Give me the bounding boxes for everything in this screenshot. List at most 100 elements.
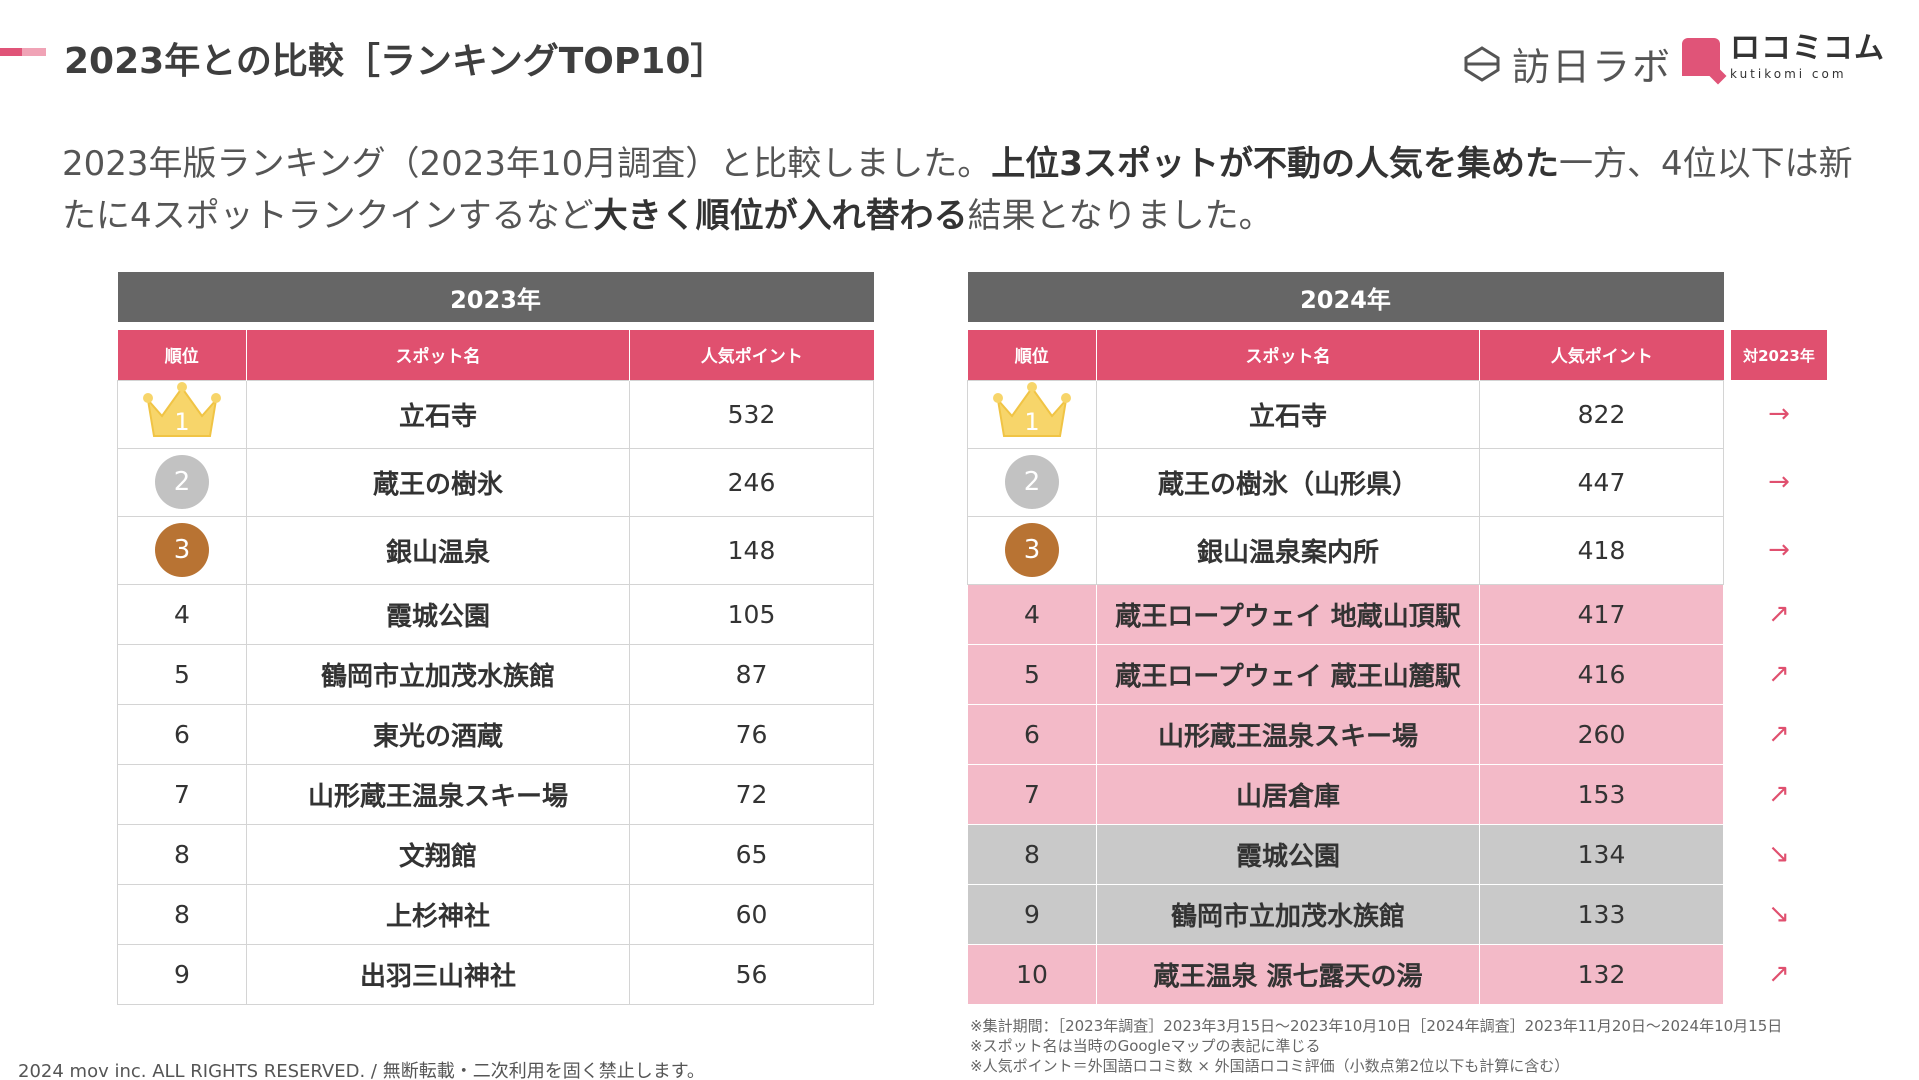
spot-name-cell: 山形蔵王温泉スキー場 xyxy=(1096,703,1480,765)
ranking-table-2024: 2024年 順位 スポット名 人気ポイント 1 立石寺 822 2 蔵王の樹氷（山形県）… xyxy=(967,272,1724,1005)
table-row: 4 蔵王ロープウェイ 地蔵山頂駅 417 xyxy=(967,583,1724,645)
table-year-header: 2023年 xyxy=(117,272,874,322)
rank-cell: 7 xyxy=(967,763,1097,825)
spot-name-cell: 上杉神社 xyxy=(246,883,630,945)
trend-down-arrow-icon: ↘ xyxy=(1768,839,1790,869)
spot-name-cell: 霞城公園 xyxy=(246,583,630,645)
trend-up-arrow-icon: ↗ xyxy=(1768,779,1790,809)
column-header-rank: 順位 xyxy=(967,330,1097,380)
spot-name-cell: 山居倉庫 xyxy=(1096,763,1480,825)
table-row: 9 鶴岡市立加茂水族館 133 xyxy=(967,883,1724,945)
rank-number: 1 xyxy=(1024,408,1040,436)
table-row: 8 上杉神社 60 xyxy=(117,883,874,945)
trend-flat-arrow-icon: → xyxy=(1768,535,1790,565)
rank-cell: 6 xyxy=(967,703,1097,765)
change-vs-2023-column: 対2023年 → → → ↗ ↗ ↗ ↗ ↘ ↘ ↗ xyxy=(1731,330,1827,1004)
footnote: ※人気ポイント＝外国語ロコミ数 × 外国語ロコミ評価（小数点第2位以下も計算に含… xyxy=(970,1057,1570,1075)
houjin-lab-logo-text: 訪日ラボ xyxy=(1512,45,1673,89)
spot-name-cell: 蔵王ロープウェイ 蔵王山麓駅 xyxy=(1096,643,1480,705)
table-row: 4 霞城公園 105 xyxy=(117,583,874,645)
bronze-medal-icon: 3 xyxy=(155,523,209,577)
column-header-rank: 順位 xyxy=(117,330,247,380)
points-cell: 260 xyxy=(1479,703,1724,765)
ranking-table-2023: 2023年 順位 スポット名 人気ポイント 1 立石寺 532 2 蔵王の樹氷 246 3 銀… xyxy=(117,272,874,1005)
column-header-spot: スポット名 xyxy=(246,330,630,380)
table-row: 3 銀山温泉案内所 418 xyxy=(967,515,1724,585)
spot-name-cell: 銀山温泉 xyxy=(246,515,630,585)
rank-cell: 3 xyxy=(967,515,1097,585)
trend-up-arrow-icon: ↗ xyxy=(1768,659,1790,689)
rank-cell: 4 xyxy=(967,583,1097,645)
footnotes: ※集計期間：［2023年調査］2023年3月15日〜2023年10月10日［20… xyxy=(970,1016,1782,1076)
footnote: ※集計期間：［2023年調査］2023年3月15日〜2023年10月10日［20… xyxy=(970,1017,1783,1035)
silver-medal-icon: 2 xyxy=(155,455,209,509)
rank-cell: 1 xyxy=(967,379,1097,449)
rank-number: 1 xyxy=(174,408,190,436)
spot-name-cell: 山形蔵王温泉スキー場 xyxy=(246,763,630,825)
table-row: 1 立石寺 532 xyxy=(117,379,874,449)
spot-name-cell: 文翔館 xyxy=(246,823,630,885)
gold-crown-icon: 1 xyxy=(142,382,222,440)
rank-cell: 4 xyxy=(117,583,247,645)
intro-paragraph: 2023年版ランキング（2023年10月調査）と比較しました。上位3スポットが不… xyxy=(62,144,1853,236)
kuchikomi-logo-subtext: kutikomi com xyxy=(1730,67,1847,81)
points-cell: 246 xyxy=(629,447,874,517)
speech-bubble-icon xyxy=(1682,38,1720,76)
column-header-points: 人気ポイント xyxy=(1479,330,1724,380)
column-header-spot: スポット名 xyxy=(1096,330,1480,380)
points-cell: 447 xyxy=(1479,447,1724,517)
copyright-text: 2024 mov inc. ALL RIGHTS RESERVED. / 無断転… xyxy=(18,1061,705,1080)
table-year-header: 2024年 xyxy=(967,272,1724,322)
change-column-header: 対2023年 xyxy=(1731,330,1827,380)
table-row: 3 銀山温泉 148 xyxy=(117,515,874,585)
trend-down-arrow-icon: ↘ xyxy=(1768,899,1790,929)
page-title: 2023年との比較［ランキングTOP10］ xyxy=(64,41,727,82)
points-cell: 56 xyxy=(629,943,874,1005)
table-row: 5 蔵王ロープウェイ 蔵王山麓駅 416 xyxy=(967,643,1724,705)
points-cell: 65 xyxy=(629,823,874,885)
kuchikomi-logo: ロコミコム kutikomi com xyxy=(1682,34,1885,80)
spot-name-cell: 蔵王の樹氷 xyxy=(246,447,630,517)
intro-emphasis-1: 上位3スポットが不動の人気を集めた xyxy=(991,144,1559,184)
rank-cell: 10 xyxy=(967,943,1097,1005)
spot-name-cell: 蔵王ロープウェイ 地蔵山頂駅 xyxy=(1096,583,1480,645)
points-cell: 72 xyxy=(629,763,874,825)
rank-cell: 2 xyxy=(967,447,1097,517)
points-cell: 132 xyxy=(1479,943,1724,1005)
table-row: 2 蔵王の樹氷 246 xyxy=(117,447,874,517)
houjin-lab-logo-icon xyxy=(1464,45,1500,82)
table-row: 10 蔵王温泉 源七露天の湯 132 xyxy=(967,943,1724,1005)
rank-number: 2 xyxy=(173,467,191,497)
points-cell: 133 xyxy=(1479,883,1724,945)
silver-medal-icon: 2 xyxy=(1005,455,1059,509)
table-row: 1 立石寺 822 xyxy=(967,379,1724,449)
spot-name-cell: 出羽三山神社 xyxy=(246,943,630,1005)
rank-cell: 5 xyxy=(117,643,247,705)
spot-name-cell: 銀山温泉案内所 xyxy=(1096,515,1480,585)
bronze-medal-icon: 3 xyxy=(1005,523,1059,577)
rank-cell: 2 xyxy=(117,447,247,517)
table-row: 5 鶴岡市立加茂水族館 87 xyxy=(117,643,874,705)
points-cell: 87 xyxy=(629,643,874,705)
rank-cell: 8 xyxy=(117,883,247,945)
points-cell: 134 xyxy=(1479,823,1724,885)
rank-number: 3 xyxy=(1023,535,1041,565)
points-cell: 417 xyxy=(1479,583,1724,645)
table-row: 6 山形蔵王温泉スキー場 260 xyxy=(967,703,1724,765)
points-cell: 105 xyxy=(629,583,874,645)
points-cell: 532 xyxy=(629,379,874,449)
table-row: 7 山形蔵王温泉スキー場 72 xyxy=(117,763,874,825)
points-cell: 418 xyxy=(1479,515,1724,585)
table-row: 7 山居倉庫 153 xyxy=(967,763,1724,825)
table-row: 2 蔵王の樹氷（山形県） 447 xyxy=(967,447,1724,517)
spot-name-cell: 蔵王の樹氷（山形県） xyxy=(1096,447,1480,517)
rank-cell: 8 xyxy=(117,823,247,885)
rank-cell: 9 xyxy=(117,943,247,1005)
rank-number: 3 xyxy=(173,535,191,565)
footnote: ※スポット名は当時のGoogleマップの表記に準じる xyxy=(970,1037,1321,1055)
rank-cell: 3 xyxy=(117,515,247,585)
rank-cell: 1 xyxy=(117,379,247,449)
spot-name-cell: 立石寺 xyxy=(246,379,630,449)
points-cell: 822 xyxy=(1479,379,1724,449)
points-cell: 416 xyxy=(1479,643,1724,705)
